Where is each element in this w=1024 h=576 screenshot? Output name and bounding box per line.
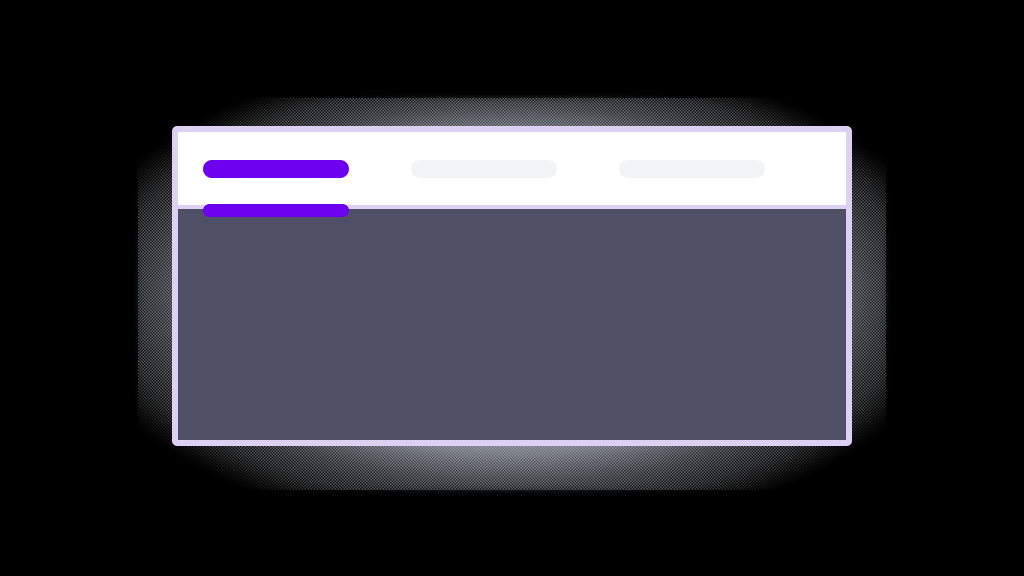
- tab-item-2[interactable]: [619, 160, 765, 178]
- content-body-text: [178, 209, 179, 210]
- header-divider: [178, 205, 846, 209]
- tab-item-0[interactable]: [203, 160, 349, 178]
- tab-item-1[interactable]: [411, 160, 557, 178]
- app-card: [172, 126, 852, 446]
- content-area: [178, 209, 846, 440]
- tab-bar: [178, 132, 846, 205]
- active-tab-indicator: [203, 204, 349, 217]
